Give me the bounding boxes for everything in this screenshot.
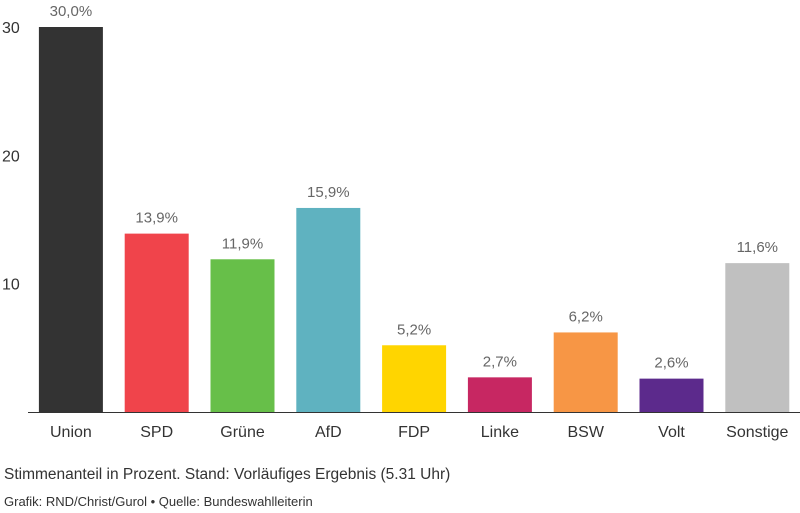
bar-linke	[467, 377, 532, 412]
value-label: 13,9%	[135, 210, 178, 227]
chart-credit: Grafik: RND/Christ/Gurol • Quelle: Bunde…	[4, 494, 313, 509]
value-labels: 30,0% 13,9% 11,9% 15,9% 5,2% 2,7% 6,2% 2,6% 11,6…	[50, 3, 778, 372]
y-tick-label: 30	[2, 20, 20, 37]
bar-chart: 10 20 30 30,0% 13,9% 11,9% 15,9% 5,2% 2,7% 6,2% 2…	[2, 3, 800, 441]
value-label: 6,2%	[569, 308, 603, 325]
value-label: 15,9%	[307, 184, 350, 201]
x-tick-label: AfD	[315, 424, 342, 441]
value-label: 2,6%	[654, 355, 688, 372]
bar-volt	[639, 378, 704, 412]
bar-union	[38, 27, 103, 412]
bar-afd	[296, 207, 361, 412]
x-axis-labels: Union SPD Grüne AfD FDP Linke BSW Volt Sonstige	[50, 424, 789, 441]
value-label: 11,6%	[737, 239, 778, 256]
x-tick-label: Grüne	[220, 424, 265, 441]
bar-bsw	[553, 332, 618, 412]
value-label: 11,9%	[222, 235, 263, 252]
x-tick-label: SPD	[140, 424, 173, 441]
value-label: 2,7%	[483, 353, 517, 370]
x-tick-label: BSW	[567, 424, 604, 441]
x-tick-label: Linke	[481, 424, 519, 441]
x-tick-label: Volt	[658, 424, 685, 441]
x-tick-label: Union	[50, 424, 92, 441]
chart-caption: Stimmenanteil in Prozent. Stand: Vorläuf…	[4, 466, 451, 483]
y-tick-label: 20	[2, 148, 20, 165]
bar-grüne	[210, 259, 275, 412]
bar-sonstige	[725, 263, 790, 412]
value-label: 5,2%	[397, 321, 431, 338]
bar-spd	[124, 233, 189, 412]
value-label: 30,0%	[50, 3, 93, 20]
y-axis: 10 20 30	[2, 20, 20, 294]
bars	[38, 27, 790, 412]
y-tick-label: 10	[2, 277, 20, 294]
x-tick-label: FDP	[398, 424, 430, 441]
x-tick-label: Sonstige	[726, 424, 788, 441]
bar-fdp	[382, 345, 447, 412]
